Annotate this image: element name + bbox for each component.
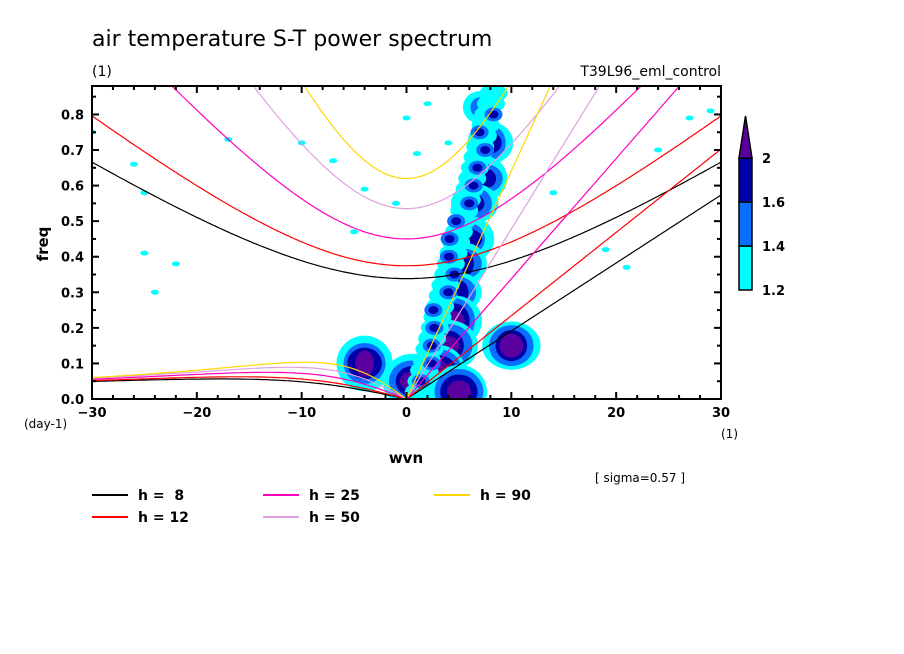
- y-tick-label: 0.5: [61, 215, 84, 230]
- y-axis-label: freq: [34, 227, 52, 262]
- colorbar-label: 2: [762, 152, 771, 167]
- colorbar: 1.2 1.4 1.6 2: [738, 115, 785, 299]
- rossby-wave-curve: [92, 378, 407, 399]
- rossby-wave-curve: [92, 361, 407, 399]
- x-unit-label: (1): [721, 427, 738, 441]
- x-tick-labels: −30 −20 −10 0 10 20 30: [78, 406, 731, 421]
- colorbar-segment: [738, 245, 753, 291]
- y-unit-label: (day-1): [24, 417, 67, 431]
- colorbar-label: 1.2: [762, 284, 785, 299]
- contour-region: [446, 380, 471, 399]
- colorbar-label: 1.6: [762, 196, 785, 211]
- contour-region: [464, 199, 475, 208]
- rossby-wave-curve: [92, 366, 407, 399]
- gravity-wave-curve: [252, 86, 561, 210]
- contour-speck: [444, 140, 453, 146]
- gravity-wave-curve: [303, 86, 510, 180]
- axis-ticks: [91, 86, 722, 400]
- contour-speck: [549, 190, 558, 196]
- x-tick-label: 10: [502, 406, 520, 421]
- kelvin-wave-curve: [405, 86, 551, 399]
- legend-label: h = 50: [309, 510, 360, 526]
- y-tick-label: 0.2: [61, 322, 84, 337]
- y-tick-label: 0.1: [61, 357, 84, 372]
- contour-region: [488, 110, 499, 119]
- contour-speck: [150, 289, 159, 295]
- y-tick-label: 0.6: [61, 180, 84, 195]
- y-tick-label: 0.4: [61, 251, 84, 266]
- plot-frame: [91, 85, 722, 400]
- contour-layer: [92, 86, 715, 399]
- contour-speck: [706, 108, 715, 114]
- contour-speck: [329, 158, 338, 164]
- contour-region: [443, 288, 454, 297]
- dispersion-curves: [92, 86, 721, 399]
- colorbar-label: 1.4: [762, 240, 785, 255]
- contour-speck: [654, 147, 663, 153]
- gravity-wave-curve: [92, 115, 721, 267]
- contour-region: [451, 217, 462, 226]
- x-tick-label: −10: [287, 406, 316, 421]
- contour-speck: [140, 250, 149, 256]
- colorbar-extend-arrow: [738, 115, 753, 159]
- contour-speck: [685, 115, 694, 121]
- contour-region: [355, 350, 374, 377]
- x-axis-label: wvn: [389, 449, 423, 467]
- contour-speck: [601, 247, 610, 253]
- kelvin-wave-curve: [406, 148, 721, 399]
- contour-speck: [360, 186, 369, 192]
- gravity-wave-curve: [92, 161, 721, 280]
- x-tick-label: 20: [607, 406, 625, 421]
- contour-region: [443, 252, 454, 261]
- rossby-wave-curve: [92, 376, 407, 399]
- kelvin-wave-curve: [406, 194, 721, 399]
- colorbar-segment: [738, 201, 753, 247]
- sigma-annotation: [ sigma=0.57 ]: [595, 471, 685, 485]
- contour-speck: [412, 151, 421, 157]
- contour-region: [468, 181, 479, 190]
- kelvin-wave-curve: [406, 86, 681, 399]
- x-tick-label: −30: [78, 406, 107, 421]
- y-tick-label: 0.3: [61, 286, 84, 301]
- x-tick-label: −20: [182, 406, 211, 421]
- contour-region: [472, 163, 483, 172]
- contour-region: [499, 333, 524, 358]
- legend-label: h = 90: [480, 488, 531, 504]
- contour-region: [428, 306, 439, 315]
- contour-region: [426, 341, 437, 350]
- rossby-wave-curve: [92, 371, 407, 399]
- contour-speck: [402, 115, 411, 121]
- legend-label: h = 8: [138, 488, 184, 504]
- kelvin-wave-curve: [405, 86, 601, 399]
- colorbar-segment: [738, 157, 753, 203]
- y-tick-label: 0.0: [61, 393, 84, 408]
- y-tick-label: 0.8: [61, 108, 84, 123]
- chart-title: air temperature S-T power spectrum: [92, 27, 492, 52]
- legend-label: h = 12: [138, 510, 189, 526]
- legend: h = 8 h = 12 h = 25 h = 50 h = 90: [92, 488, 531, 526]
- contour-speck: [129, 161, 138, 167]
- legend-label: h = 25: [309, 488, 360, 504]
- x-tick-label: 0: [402, 406, 411, 421]
- subtitle-left: (1): [92, 64, 112, 80]
- subtitle-right: T39L96_eml_control: [579, 64, 721, 80]
- x-tick-label: 30: [712, 406, 730, 421]
- contour-region: [429, 323, 440, 332]
- contour-speck: [423, 101, 432, 107]
- gravity-wave-curve: [171, 86, 642, 240]
- contour-speck: [171, 261, 180, 267]
- contour-region: [480, 146, 491, 155]
- contour-region: [444, 234, 455, 243]
- contour-speck: [392, 200, 401, 206]
- contour-speck: [622, 264, 631, 270]
- y-tick-label: 0.7: [61, 144, 84, 159]
- contour-speck: [350, 229, 359, 235]
- y-tick-labels: 0.0 0.1 0.2 0.3 0.4 0.5 0.6 0.7 0.8: [61, 108, 84, 408]
